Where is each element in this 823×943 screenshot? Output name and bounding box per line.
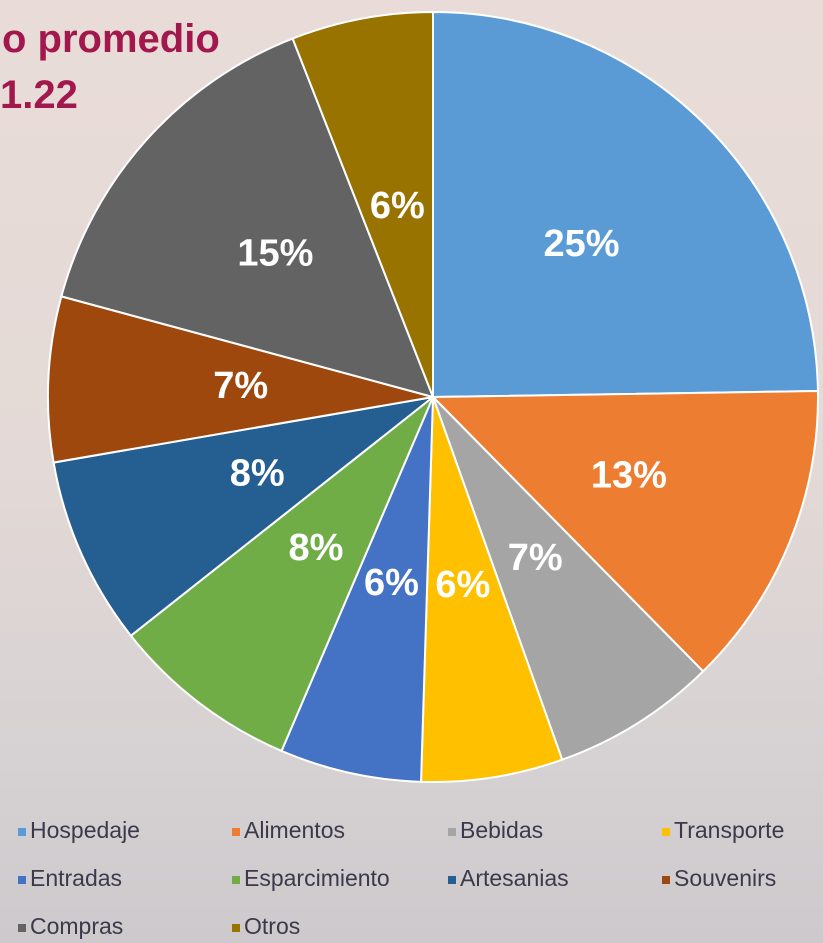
legend-marker <box>232 876 240 884</box>
legend-marker <box>662 828 670 836</box>
pie-slice <box>419 396 564 783</box>
data-label: 7% <box>508 537 563 579</box>
pie-slice <box>60 37 435 399</box>
legend-label: Entradas <box>30 865 122 891</box>
pie-slice <box>52 396 434 638</box>
data-label: 13% <box>591 454 667 496</box>
legend-label: Alimentos <box>244 817 345 843</box>
legend-marker <box>662 876 670 884</box>
data-label: 15% <box>237 233 313 275</box>
legend-marker <box>18 876 26 884</box>
legend-marker <box>18 924 26 932</box>
legend-marker <box>232 924 240 932</box>
data-label: 6% <box>435 564 490 606</box>
pie: 25% 13% 7% 6% 6% 8%8% 7% 15% 6% <box>47 10 819 783</box>
legend: Hospedaje Alimentos Bebidas Transporte Entra… <box>18 817 784 939</box>
legend-label: Bebidas <box>460 817 543 843</box>
pie-slice <box>47 295 434 464</box>
pie-slice <box>432 10 819 399</box>
chart-subtitle: 1.22 <box>0 73 78 117</box>
pie-slice <box>280 396 434 783</box>
legend-marker <box>448 876 456 884</box>
data-label: 6% <box>364 562 419 604</box>
legend-label: Compras <box>30 913 123 939</box>
legend-marker <box>232 828 240 836</box>
legend-marker <box>18 828 26 836</box>
pie-slice <box>129 396 434 753</box>
chart-title: o promedio <box>2 17 220 61</box>
legend-label: Souvenirs <box>674 865 776 891</box>
legend-label: Artesanias <box>460 865 569 891</box>
data-label: 8% <box>230 453 285 495</box>
data-label: 8% <box>289 527 344 569</box>
legend-label: Otros <box>244 913 300 939</box>
data-label: 6% <box>370 185 425 227</box>
pie-slice <box>432 396 705 761</box>
data-label: 7% <box>213 365 268 407</box>
legend-label: Hospedaje <box>30 817 140 843</box>
data-label: 25% <box>544 223 620 265</box>
pie-slice <box>291 10 434 398</box>
legend-label: Transporte <box>674 817 784 843</box>
legend-marker <box>448 828 456 836</box>
legend-label: Esparcimiento <box>244 865 390 891</box>
pie-slice <box>430 389 819 673</box>
